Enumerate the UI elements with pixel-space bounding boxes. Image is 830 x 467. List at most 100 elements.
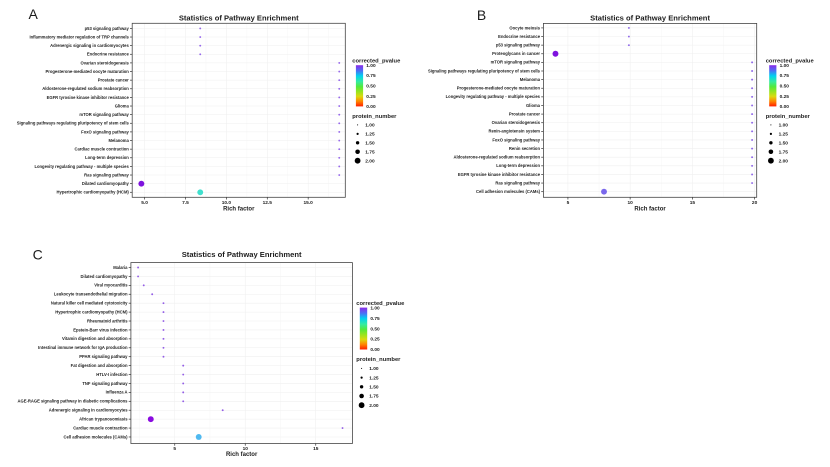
panel-A: A Statistics of Pathway Enrichment p53 sig… [17,6,401,212]
data-point [162,328,165,331]
data-point [751,182,754,185]
data-point [162,320,165,322]
data-point [751,78,754,81]
data-point [137,275,140,278]
pathway-label: TNF signaling pathway [82,381,128,386]
colorbar-tick-label: 0.00 [370,347,380,353]
x-axis-title: Rich factor [226,452,258,458]
data-point [627,44,630,47]
plot-title: Statistics of Pathway Enrichment [182,250,302,259]
x-tick-label: 5 [173,446,176,452]
size-legend-label: 1.00 [779,123,789,129]
pathway-label: Dilated cardiomyopathy [82,181,130,186]
pathway-label: Prostate cancer [509,111,540,116]
size-legend-dot [768,157,774,164]
size-legend-dot [769,132,773,135]
data-point [137,266,140,269]
data-point [338,79,341,82]
size-legend-dot [360,376,363,379]
pathway-label: Natural killer cell mediated cytotoxicit… [51,301,128,306]
size-legend-label: 1.50 [365,141,375,147]
pathway-label: Viral myocarditis [94,283,128,288]
pathway-label: p53 signaling pathway [496,42,541,47]
data-point [162,346,165,349]
pathway-label: FoxO signaling pathway [81,129,129,134]
pathway-label: Dilated cardiomyopathy [81,274,129,279]
size-legend-label: 1.00 [365,123,375,129]
pathway-label: Glioma [115,103,130,108]
data-point [338,156,341,159]
data-point [182,391,185,394]
plot-title: Statistics of Pathway Enrichment [179,14,299,23]
data-point [338,70,341,73]
size-legend-dot [361,367,363,369]
data-point [338,148,341,151]
data-point [195,434,202,440]
data-point [601,188,607,195]
data-point [751,104,754,107]
data-point [751,70,754,72]
pathway-label: Leukocyte transendothelial migration [54,292,128,297]
pathway-label: Aldosterone-regulated sodium reabsorptio… [453,155,540,160]
pathway-label: Ovarian steroidogenesis [492,120,541,125]
pathway-label: Ras signaling pathway [84,172,129,177]
plot-title: Statistics of Pathway Enrichment [590,14,710,23]
pathway-label: Adrenergic signaling in cardiomyocytes [49,408,128,413]
data-point [751,156,754,159]
panel-border [130,262,353,444]
colorbar-tick-label: 1.00 [370,305,380,311]
size-legend-title: protein_number [766,114,811,120]
pathway-label: Proteoglycans in cancer [492,51,540,56]
size-legend-dot [769,141,773,145]
size-legend-label: 1.00 [369,366,379,372]
plot-background [130,262,353,444]
pathway-label: PPAR signaling pathway [79,354,128,359]
data-point [182,373,185,376]
size-legend-label: 1.50 [779,141,789,147]
x-axis-title: Rich factor [634,206,666,212]
pathway-label: Adrenergic signaling in cardiomyocytes [50,43,129,48]
pathway-label: Endocrine resistance [498,34,541,39]
x-axis-title: Rich factor [223,206,255,212]
data-point [751,147,754,150]
pathway-label: Long-term depression [85,155,129,160]
size-legend-title: protein_number [352,114,397,120]
pathway-label: Signaling pathways regulating pluripoten… [428,68,541,73]
size-legend-dot [359,393,364,399]
data-point [199,36,202,38]
pathway-label: Malaria [113,265,128,270]
data-point [751,61,754,64]
colorbar-title: corrected_pvalue [352,59,401,65]
pathway-label: Progesterone-mediated oocyte maturation [46,69,130,74]
pathway-label: Longevity regulating pathway - multiple … [34,164,129,169]
pathway-label: Progesterone-mediated oocyte maturation [457,86,541,91]
x-tick-label: 5.0 [141,200,148,206]
data-point [338,130,341,133]
data-point [197,189,204,196]
data-point [151,293,154,296]
colorbar [769,65,777,107]
colorbar-tick-label: 0.00 [780,104,790,110]
x-tick-label: 15 [313,446,319,452]
pathway-label: Longevity regulating pathway - multiple … [446,94,541,99]
data-point [338,105,341,107]
size-legend-dot [768,149,774,155]
colorbar-tick-label: 1.00 [780,63,790,69]
size-legend-label: 2.00 [779,158,789,164]
colorbar-tick-label: 0.50 [366,84,376,90]
data-point [138,180,145,187]
pathway-label: Endocrine resistance [87,52,130,57]
pathway-label: Fat digestion and absorption [71,363,128,368]
data-point [627,26,630,29]
pathway-label: Cardiac muscle contraction [74,147,129,152]
pathway-label: Hypertrophic cardiomyopathy (HCM) [55,309,128,314]
size-legend-label: 1.25 [369,375,379,381]
data-point [182,382,185,385]
size-legend-label: 1.25 [365,132,375,138]
data-point [199,53,202,56]
pathway-label: Intestinal immune network for IgA produc… [38,345,128,350]
pathway-label: Vitamin digestion and absorption [62,336,128,341]
size-legend-label: 1.25 [779,132,789,138]
x-tick-label: 5 [567,200,570,206]
